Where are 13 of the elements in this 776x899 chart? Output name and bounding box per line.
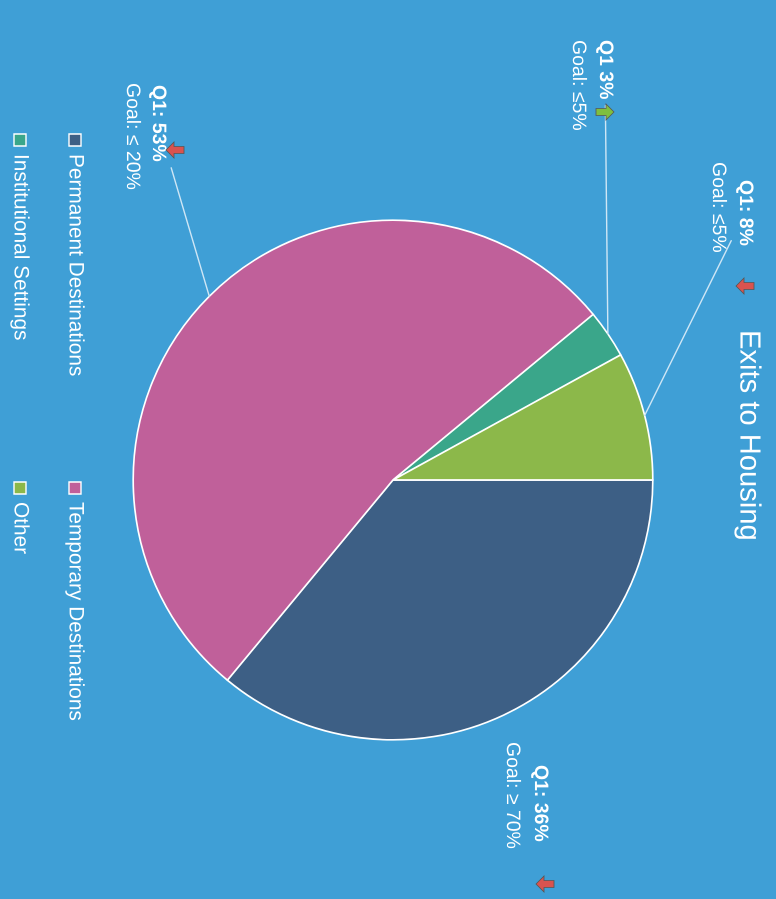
legend-label: Permanent Destinations [69,156,85,376]
data-label: Q1: 36% [531,766,549,842]
text: Goal: ≥ 70% [506,742,522,848]
data-label: Q1: 53% [149,86,167,162]
data-label: Q1 3% [596,40,614,99]
legend-label: Other [14,502,30,554]
text: Goal: ≤ 20% [126,84,142,190]
text: Goal: ≤5% [572,40,588,130]
text: Goal: ≤5% [712,162,728,252]
text: Exits to Housing [734,332,762,539]
data-label: Q1: 8% [736,180,754,246]
legend-label: Institutional Settings [10,156,30,340]
legend-label: Temporary Destinations [65,502,85,720]
